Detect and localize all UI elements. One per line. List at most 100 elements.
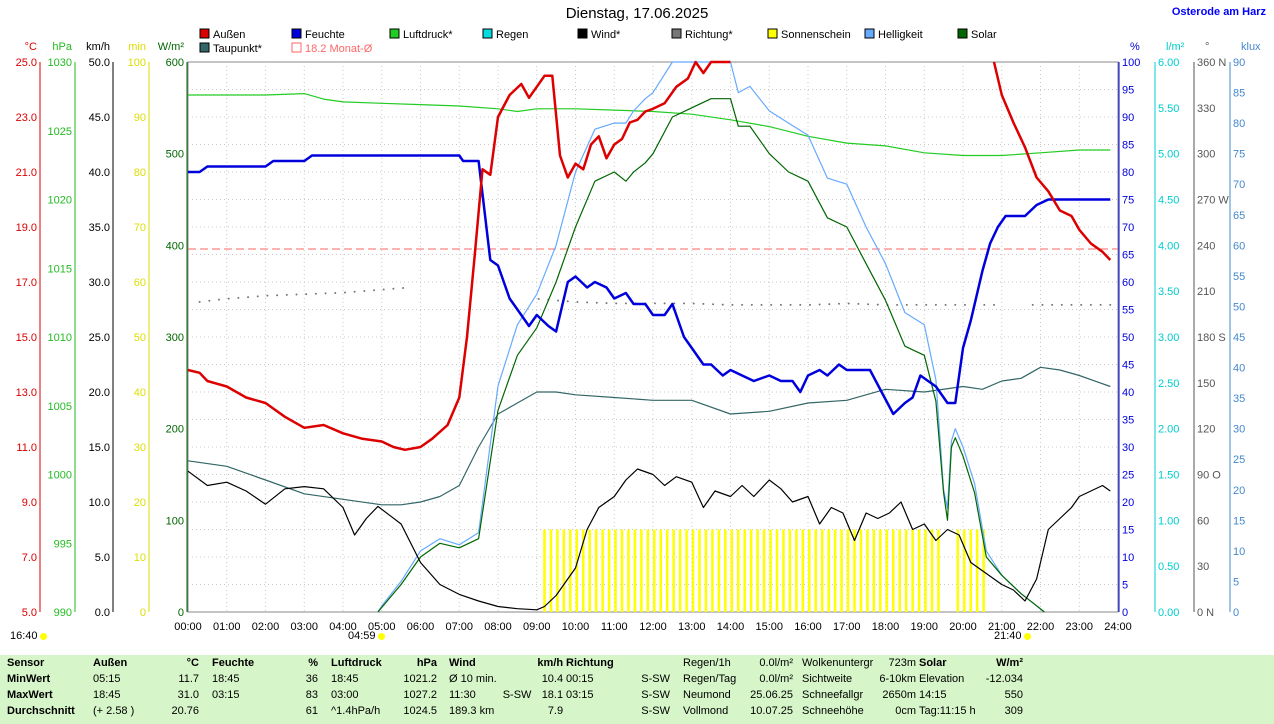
legend-swatch	[291, 28, 302, 39]
temp-tick-label: 9.0	[22, 497, 37, 509]
direction-point	[237, 296, 240, 299]
hpa-tick-label: 1005	[48, 401, 72, 413]
klux-tick-label: 70	[1233, 179, 1245, 191]
legend-swatch	[291, 42, 302, 53]
direction-point	[198, 300, 201, 303]
legend-label: Solar	[971, 29, 997, 41]
stat-time: 03:00	[331, 689, 359, 701]
direction-point	[256, 295, 259, 298]
pct-tick-label: 40	[1122, 387, 1134, 399]
legend-label: Richtung*	[685, 29, 733, 41]
x-tick-label: 00:00	[174, 621, 202, 633]
stat-label: Regen/1h	[683, 657, 731, 669]
klux-tick-label: 5	[1233, 576, 1239, 588]
stats-header: Sensor	[7, 657, 45, 669]
x-tick-label: 16:00	[794, 621, 822, 633]
lm2-tick-label: 5.50	[1158, 103, 1179, 115]
deg-tick-label: 180 S	[1197, 332, 1226, 344]
direction-point	[382, 288, 385, 291]
stat-time: 00:15	[566, 673, 594, 685]
pct-tick-label: 35	[1122, 415, 1134, 427]
stat-value: 31.0	[177, 689, 199, 701]
sun-icon	[1023, 632, 1031, 640]
stat-value: 6-10km	[879, 673, 917, 685]
min-tick-label: 80	[134, 167, 146, 179]
pct-tick-label: 30	[1122, 442, 1134, 454]
lm2-axis-unit: l/m²	[1166, 41, 1185, 53]
stat-label: Vollmond	[683, 705, 729, 717]
twilight-start-label: 16:40	[10, 630, 47, 642]
temp-tick-label: 23.0	[16, 112, 37, 124]
wm2-tick-label: 400	[166, 240, 184, 252]
direction-point	[557, 299, 560, 302]
direction-point	[363, 290, 366, 293]
deg-tick-label: 90 O	[1197, 470, 1221, 482]
direction-point	[285, 293, 288, 296]
temp-tick-label: 25.0	[16, 57, 37, 69]
x-tick-label: 06:00	[407, 621, 435, 633]
klux-tick-label: 55	[1233, 271, 1245, 283]
direction-point	[750, 303, 753, 306]
wm2-tick-label: 600	[166, 57, 184, 69]
direction-point	[731, 303, 734, 306]
direction-point	[334, 292, 337, 294]
direction-point	[838, 302, 840, 305]
lm2-tick-label: 0.50	[1158, 561, 1179, 573]
lm2-tick-label: 5.00	[1158, 149, 1179, 161]
min-tick-label: 50	[134, 332, 146, 344]
direction-point	[208, 299, 211, 302]
klux-tick-label: 35	[1233, 393, 1245, 405]
stat-label: Sichtweite	[802, 673, 853, 685]
stat-label: Regen/Tag	[683, 673, 737, 685]
twilight-start-time: 16:40	[10, 630, 38, 642]
legend-swatch	[864, 28, 875, 39]
hpa-tick-label: 1000	[48, 470, 72, 482]
temp-axis-unit: °C	[25, 41, 37, 53]
stat-label: Elevation	[919, 673, 965, 685]
direction-point	[799, 303, 802, 306]
series-aussen	[187, 60, 731, 452]
temp-tick-label: 21.0	[16, 167, 37, 179]
stats-header: Luftdruck	[331, 657, 382, 669]
sun-icon	[39, 632, 47, 640]
pct-tick-label: 90	[1122, 112, 1134, 124]
pct-tick-label: 95	[1122, 85, 1134, 97]
stats-misc2: Wolkenuntergr 723m Sichtweite 6-10km Schne…	[799, 655, 919, 719]
stat-value: 723m	[888, 657, 917, 669]
direction-point	[566, 300, 569, 303]
wm2-tick-label: 200	[166, 424, 184, 436]
direction-point	[857, 302, 860, 305]
direction-point	[1060, 303, 1063, 306]
weather-chart: 00:00 01:00 02:00 03:00 04:00 05:00 06:00 07:00…	[16, 28, 1261, 633]
direction-point	[673, 302, 676, 305]
kmh-tick-label: 40.0	[89, 167, 110, 179]
row-label: Durchschnitt	[7, 705, 75, 717]
stat-time: Ø 10 min.	[449, 673, 497, 685]
klux-tick-label: 40	[1233, 363, 1245, 375]
lm2-tick-label: 2.00	[1158, 424, 1179, 436]
direction-point	[915, 303, 918, 306]
direction-point	[702, 302, 705, 305]
stats-feuchte: Feuchte% 18:45 36 03:15 83 61	[209, 655, 321, 719]
kmh-tick-label: 10.0	[89, 497, 110, 509]
klux-tick-label: 85	[1233, 88, 1245, 100]
kmh-tick-label: 0.0	[95, 607, 110, 619]
lm2-tick-label: 4.00	[1158, 240, 1179, 252]
direction-point	[343, 291, 346, 294]
stat-value: 1027.2	[403, 689, 437, 701]
wm2-tick-label: 300	[166, 332, 184, 344]
direction-point	[925, 303, 928, 306]
direction-point	[867, 303, 870, 306]
stat-time: 05:15	[93, 673, 121, 685]
stat-value: 36	[305, 673, 318, 685]
direction-point	[944, 303, 947, 306]
stat-label: Schneefallgr	[802, 689, 864, 701]
deg-tick-label: 300	[1197, 149, 1215, 161]
location-label[interactable]: Osterode am Harz	[1171, 6, 1266, 18]
series-helligkeit	[377, 61, 1045, 613]
x-tick-label: 22:00	[1027, 621, 1055, 633]
stats-misc1: Regen/1h 0.0l/m² Regen/Tag 0.0l/m² Neumond…	[680, 655, 796, 719]
temp-tick-label: 15.0	[16, 332, 37, 344]
stat-value: 2650m	[882, 689, 917, 701]
legend-swatch	[767, 28, 778, 39]
